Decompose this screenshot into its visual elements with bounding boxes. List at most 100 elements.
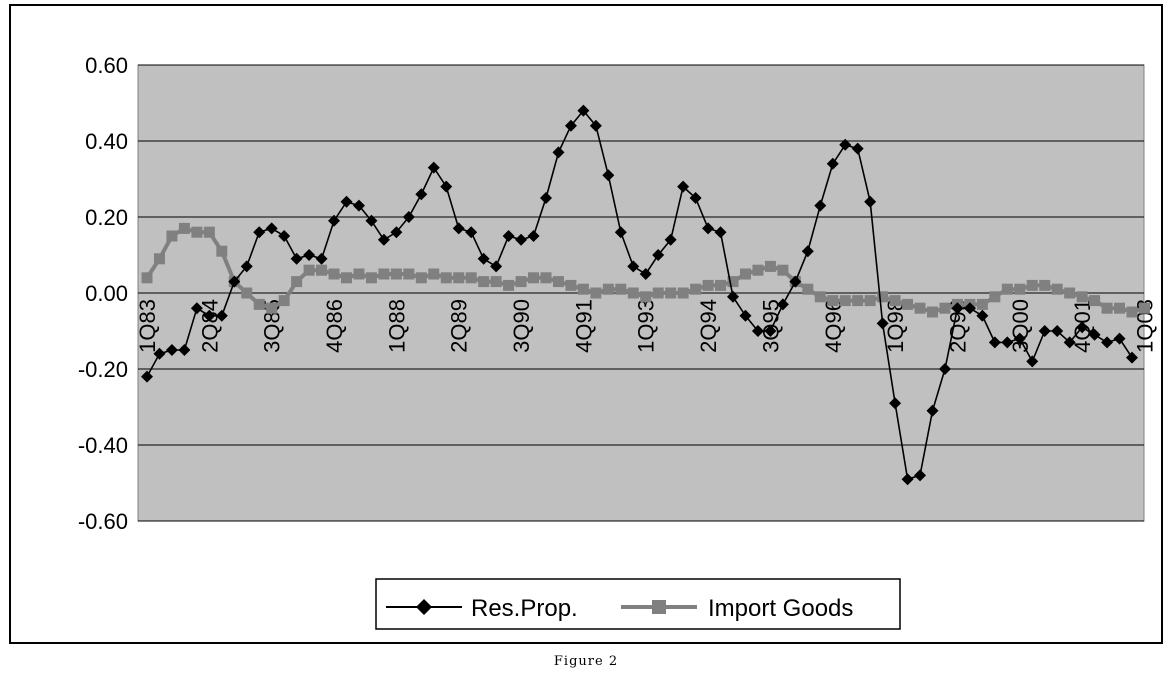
data-point xyxy=(901,473,914,486)
x-tick-label: 1Q83 xyxy=(135,299,160,353)
data-point xyxy=(465,226,478,239)
data-point xyxy=(1126,306,1138,318)
data-point xyxy=(677,287,689,299)
data-point xyxy=(328,268,340,280)
data-point xyxy=(515,276,527,288)
data-point xyxy=(552,276,564,288)
line-chart: 0.600.400.200.00-0.20-0.40-0.60 1Q83 2Q84… xyxy=(78,53,1157,630)
data-point xyxy=(153,347,166,360)
data-point xyxy=(1064,287,1076,299)
data-point xyxy=(278,295,290,307)
data-point xyxy=(914,302,926,314)
data-point xyxy=(615,283,627,295)
data-point xyxy=(751,325,764,337)
data-point xyxy=(1101,336,1114,349)
data-point xyxy=(689,192,702,204)
data-point xyxy=(839,138,852,151)
figure-caption: Figure 2 xyxy=(553,654,619,669)
data-point xyxy=(453,272,465,284)
data-point xyxy=(540,272,552,284)
data-point xyxy=(702,279,714,291)
legend: Res.Prop. Import Goods xyxy=(375,578,901,630)
y-tick-label: 0.00 xyxy=(85,281,128,306)
data-point xyxy=(602,283,614,295)
data-point xyxy=(377,233,390,246)
x-tick-label: 2Q94 xyxy=(696,299,721,353)
data-point xyxy=(402,211,415,223)
data-point xyxy=(340,272,352,284)
data-point xyxy=(1076,321,1089,334)
data-point xyxy=(1138,302,1150,314)
chart-frame: 0.60 0.40 0.20 0.00 -0.20 -0.40 -0.60 1Q83 2Q84… xyxy=(9,4,1163,644)
data-point xyxy=(539,192,552,204)
data-point xyxy=(926,404,939,417)
legend-box xyxy=(375,578,901,630)
data-point xyxy=(178,222,190,234)
data-point xyxy=(889,397,902,410)
legend-item: Import Goods xyxy=(621,595,853,622)
data-point xyxy=(203,309,216,322)
x-tick-label: 1Q88 xyxy=(384,299,409,353)
data-point xyxy=(690,283,702,295)
data-point xyxy=(802,283,814,295)
series-import-goods xyxy=(141,222,1150,318)
data-point xyxy=(165,344,178,356)
data-point xyxy=(1051,283,1063,295)
data-point xyxy=(315,252,328,265)
plot-area xyxy=(137,64,1145,522)
data-point xyxy=(1038,325,1051,337)
data-point xyxy=(328,214,341,227)
data-point xyxy=(478,276,490,288)
data-point xyxy=(528,272,540,284)
data-point xyxy=(814,199,827,212)
data-point xyxy=(477,252,490,265)
data-point xyxy=(365,272,377,284)
data-point xyxy=(428,268,440,280)
data-point xyxy=(166,230,178,242)
data-point xyxy=(839,295,851,307)
data-point xyxy=(764,325,777,337)
data-point xyxy=(727,276,739,288)
data-point xyxy=(415,188,428,201)
data-point xyxy=(665,287,677,299)
data-point xyxy=(864,195,877,208)
data-point xyxy=(1126,351,1138,364)
data-point xyxy=(378,268,390,280)
data-point xyxy=(216,245,228,257)
data-point xyxy=(1039,279,1051,291)
data-point xyxy=(490,260,503,273)
data-point xyxy=(1001,336,1014,349)
data-point xyxy=(340,195,353,208)
data-point xyxy=(228,275,241,288)
y-tick-label: -0.20 xyxy=(78,357,128,382)
data-point xyxy=(988,336,1001,349)
data-point xyxy=(1113,332,1126,345)
data-point xyxy=(590,287,602,299)
data-point xyxy=(951,302,964,315)
data-point xyxy=(577,104,590,117)
x-tick-label: 4Q91 xyxy=(571,299,596,353)
data-point xyxy=(877,291,889,303)
data-point xyxy=(801,245,814,258)
data-point xyxy=(1063,336,1076,349)
data-point xyxy=(266,302,278,314)
data-point xyxy=(702,222,715,235)
legend-marker xyxy=(652,600,666,614)
data-point xyxy=(265,222,278,235)
data-point xyxy=(190,302,203,315)
data-point xyxy=(291,276,303,288)
data-point xyxy=(1088,328,1101,341)
data-point xyxy=(1076,291,1088,303)
data-point xyxy=(652,249,665,261)
data-point xyxy=(677,180,690,193)
x-tick-label: 4Q86 xyxy=(322,299,347,353)
data-point xyxy=(1026,279,1038,291)
data-point xyxy=(565,279,577,291)
y-tick-label: -0.60 xyxy=(78,509,128,534)
data-point xyxy=(527,230,540,242)
data-point xyxy=(789,275,802,288)
data-point xyxy=(627,287,639,299)
data-point xyxy=(241,287,253,299)
data-point xyxy=(490,276,502,288)
data-point xyxy=(776,298,789,311)
